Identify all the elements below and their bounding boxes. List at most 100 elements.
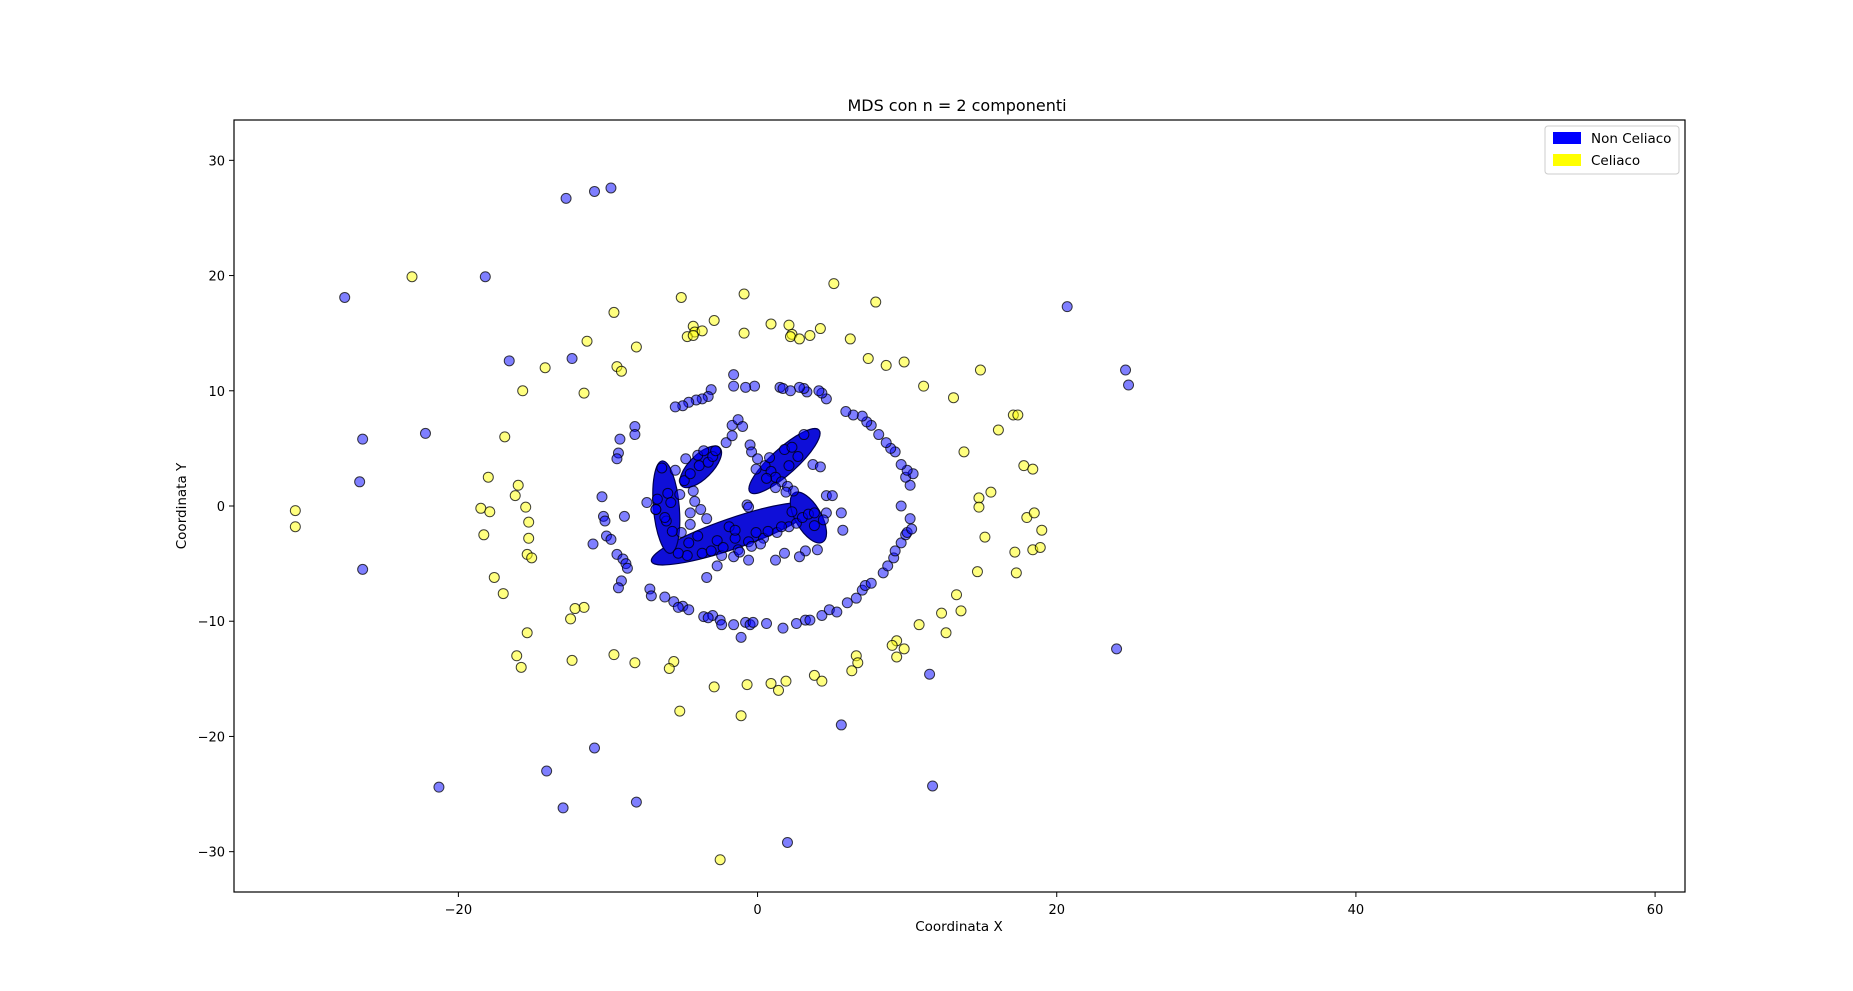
point-celiaco (512, 479, 524, 491)
point-non-celiaco (669, 401, 681, 413)
point-non-celiaco (826, 490, 838, 502)
point-celiaco (765, 318, 777, 330)
point-celiaco (708, 681, 720, 693)
legend-label-non-celiaco: Non Celiaco (1591, 131, 1671, 147)
point-celiaco (289, 505, 301, 517)
point-non-celiaco (618, 510, 630, 522)
point-non-celiaco (1061, 301, 1073, 313)
point-celiaco (973, 492, 985, 504)
point-celiaco (936, 607, 948, 619)
point-non-celiaco (811, 544, 823, 556)
point-non-celiaco (720, 437, 732, 449)
point-celiaco (880, 359, 892, 371)
point-non-celiaco (641, 497, 653, 509)
point-non-celiaco (906, 523, 918, 535)
point-non-celiaco (882, 560, 894, 572)
point-non-celiaco (566, 353, 578, 365)
point-non-celiaco (761, 618, 773, 630)
point-non-celiaco (698, 445, 710, 457)
y-tick-label: −10 (198, 615, 225, 630)
point-non-celiaco (503, 355, 515, 367)
point-non-celiaco (752, 453, 764, 465)
point-non-celiaco (770, 482, 782, 494)
point-celiaco (708, 314, 720, 326)
point-non-celiaco (743, 501, 755, 513)
point-non-celiaco (784, 385, 796, 397)
point-non-celiaco (749, 380, 761, 392)
point-non-celiaco (737, 420, 749, 432)
point-celiaco (846, 665, 858, 677)
point-non-celiaco (705, 545, 717, 557)
point-non-celiaco (743, 554, 755, 566)
point-non-celiaco (816, 609, 828, 621)
point-celiaco (772, 684, 784, 696)
point-non-celiaco (924, 668, 936, 680)
point-celiaco (674, 705, 686, 717)
point-celiaco (985, 486, 997, 498)
point-celiaco (973, 501, 985, 513)
point-non-celiaco (656, 462, 668, 474)
point-celiaco (696, 325, 708, 337)
point-non-celiaco (678, 475, 690, 487)
point-non-celiaco (662, 487, 674, 499)
point-celiaco (523, 516, 535, 528)
axis-ticks: −20 0 20 40 60 −30 −20 −10 0 10 20 30 (198, 154, 1664, 918)
point-non-celiaco (684, 518, 696, 530)
point-non-celiaco (837, 524, 849, 536)
point-non-celiaco (728, 619, 740, 631)
point-non-celiaco (750, 527, 762, 539)
point-celiaco (979, 531, 991, 543)
point-non-celiaco (808, 507, 820, 519)
point-non-celiaco (726, 430, 738, 442)
point-celiaco (608, 649, 620, 661)
point-celiaco (735, 710, 747, 722)
point-non-celiaco (786, 441, 798, 453)
point-celiaco (918, 380, 930, 392)
point-non-celiaco (792, 450, 804, 462)
point-celiaco (1036, 524, 1048, 536)
point-celiaco (974, 364, 986, 376)
legend-swatch-celiaco (1553, 154, 1581, 166)
point-celiaco (793, 333, 805, 345)
point-celiaco (870, 296, 882, 308)
point-non-celiaco (783, 460, 795, 472)
point-non-celiaco (357, 433, 369, 445)
point-celiaco (808, 669, 820, 681)
point-celiaco (509, 490, 521, 502)
point-non-celiaco (605, 182, 617, 194)
point-non-celiaco (873, 429, 885, 441)
point-celiaco (581, 335, 593, 347)
point-celiaco (955, 605, 967, 617)
point-non-celiaco (750, 463, 762, 475)
point-celiaco (948, 392, 960, 404)
point-non-celiaco (599, 515, 611, 527)
point-non-celiaco (716, 619, 728, 631)
point-non-celiaco (479, 271, 491, 283)
point-non-celiaco (710, 445, 722, 457)
point-non-celiaco (666, 525, 678, 537)
point-non-celiaco (419, 427, 431, 439)
point-celiaco (784, 331, 796, 343)
point-non-celiaco (665, 497, 677, 509)
point-celiaco (499, 431, 511, 443)
point-celiaco (565, 613, 577, 625)
point-celiaco (478, 529, 490, 541)
point-celiaco (497, 588, 509, 600)
point-celiaco (615, 365, 627, 377)
point-non-celiaco (764, 452, 776, 464)
point-celiaco (886, 639, 898, 651)
y-tick-label: −20 (198, 730, 225, 745)
point-non-celiaco (651, 493, 663, 505)
point-celiaco (539, 362, 551, 374)
point-celiaco (523, 532, 535, 544)
point-non-celiaco (814, 461, 826, 473)
point-non-celiaco (683, 537, 695, 549)
point-non-celiaco (1123, 379, 1135, 391)
point-non-celiaco (813, 385, 825, 397)
point-non-celiaco (659, 512, 671, 524)
point-non-celiaco (612, 582, 624, 594)
point-non-celiaco (560, 192, 572, 204)
point-non-celiaco (746, 446, 758, 458)
point-non-celiaco (895, 500, 907, 512)
